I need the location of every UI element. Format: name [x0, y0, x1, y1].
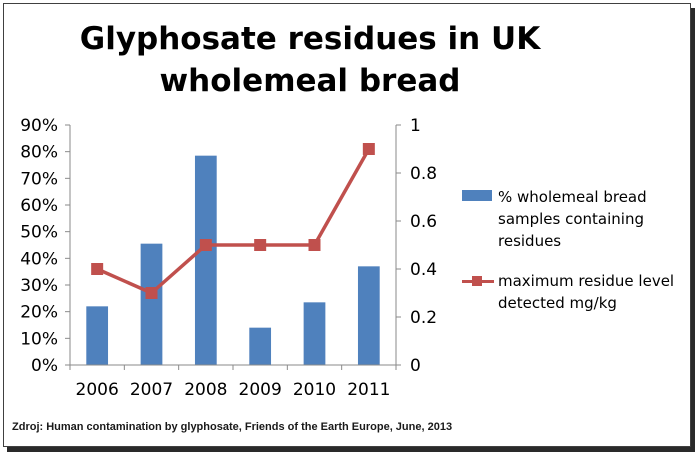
y-left-tick-label: 10% — [20, 329, 58, 349]
line-point-2010 — [308, 239, 321, 251]
x-tick-label: 2007 — [130, 380, 173, 400]
x-tick-label: 2006 — [76, 380, 119, 400]
y-right-tick-label: 0 — [410, 356, 421, 376]
y-right-tick-label: 1 — [410, 116, 421, 136]
chart-title-line-2: wholemeal bread — [159, 63, 461, 99]
bar-2010 — [303, 302, 326, 365]
legend-bars-line-1: % wholemeal bread — [498, 188, 647, 206]
chart-legend: % wholemeal bread samples containing res… — [462, 186, 682, 314]
y-left-tick-label: 90% — [20, 116, 58, 136]
x-tick-label: 2011 — [347, 380, 390, 400]
legend-line-line-1: maximum residue level — [498, 272, 675, 290]
bar-2008 — [194, 155, 217, 365]
x-tick-label: 2009 — [239, 380, 282, 400]
y-right-tick-label: 0.4 — [410, 260, 437, 280]
bar-2011 — [357, 266, 380, 365]
y-right-tick-label: 0.2 — [410, 308, 437, 328]
legend-line-line-2: detected mg/kg — [498, 294, 617, 312]
y-left-tick-label: 0% — [31, 356, 58, 376]
chart-title-line-1: Glyphosate residues in UK — [79, 21, 541, 57]
y-left-tick-label: 70% — [20, 169, 58, 189]
legend-item-bars: % wholemeal bread samples containing res… — [462, 186, 682, 252]
line-point-2008 — [199, 239, 212, 251]
line-point-2007 — [145, 287, 158, 299]
legend-item-line: maximum residue level detected mg/kg — [462, 270, 682, 314]
bar-2007 — [140, 243, 163, 365]
y-left-tick-label: 20% — [20, 303, 58, 323]
line-point-2006 — [91, 263, 104, 275]
x-tick-label: 2010 — [293, 380, 336, 400]
y-left-tick-label: 30% — [20, 276, 58, 296]
source-note: Zdroj: Human contamination by glyphosate… — [12, 421, 453, 433]
bar-2006 — [86, 306, 109, 365]
legend-bars-line-2: samples containing — [498, 210, 644, 228]
line-point-2011 — [362, 143, 375, 155]
y-left-tick-label: 40% — [20, 249, 58, 269]
legend-bar-swatch — [462, 190, 492, 201]
y-right-tick-label: 0.6 — [410, 212, 437, 232]
y-left-tick-label: 60% — [20, 196, 58, 216]
chart-frame — [3, 3, 691, 447]
chart-title: Glyphosate residues in UK wholemeal brea… — [60, 18, 560, 102]
line-point-2009 — [254, 239, 267, 251]
y-left-tick-label: 50% — [20, 223, 58, 243]
bar-2009 — [249, 327, 272, 365]
legend-line-marker — [472, 276, 482, 286]
line-max-residue — [96, 148, 371, 295]
y-left-tick-label: 80% — [20, 143, 58, 163]
x-tick-label: 2008 — [184, 380, 227, 400]
y-right-tick-label: 0.8 — [410, 164, 437, 184]
legend-bars-line-3: residues — [498, 232, 562, 250]
